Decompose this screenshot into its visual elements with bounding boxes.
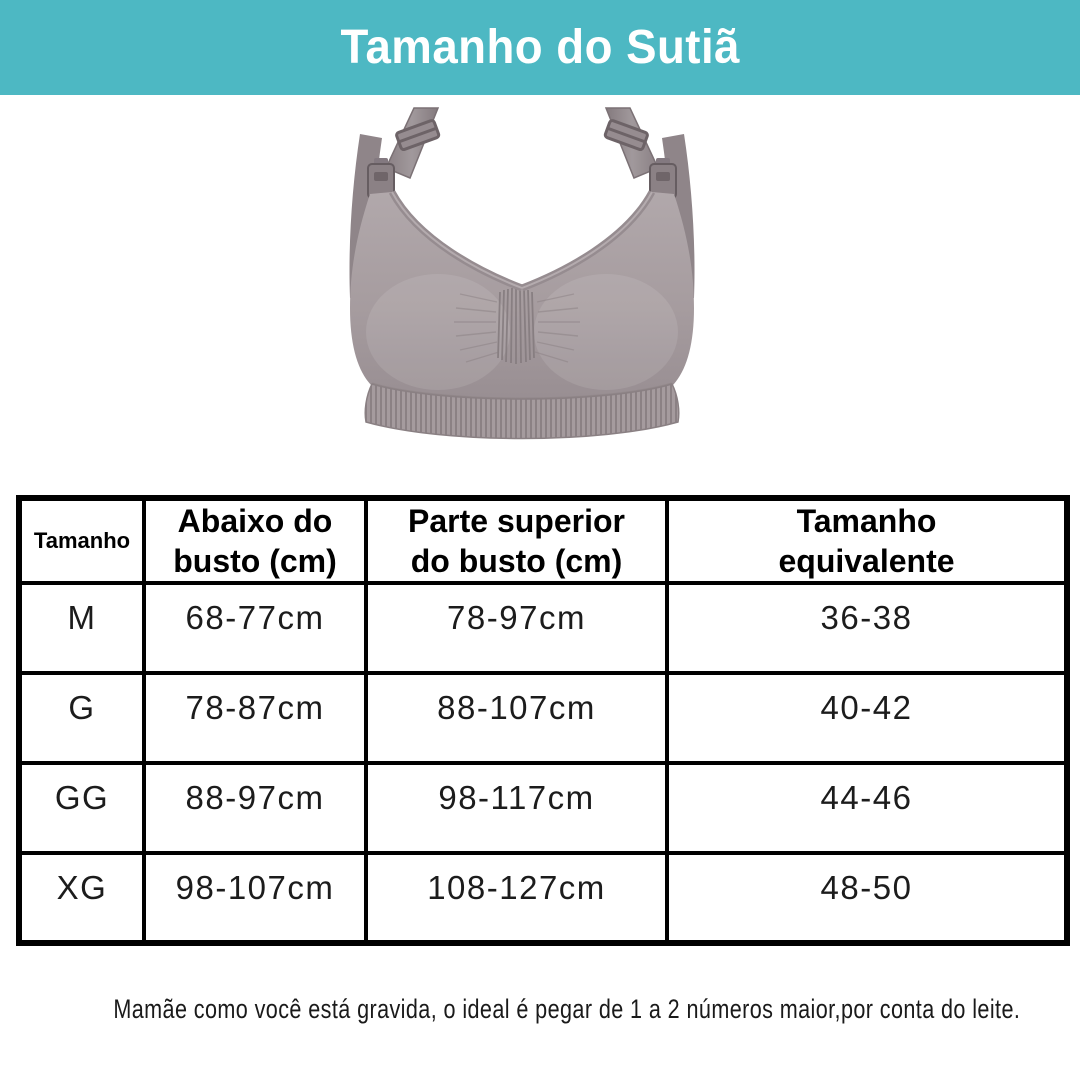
column-header-tamanho-equivalente: Tamanho equivalente [665, 496, 1069, 585]
cell-upper-bust: 98-117cm [364, 761, 669, 855]
table-row: G 78-87cm 88-107cm 40-42 [17, 671, 1069, 765]
nursing-bra-illustration [349, 106, 697, 440]
cell-below-bust: 98-107cm [142, 851, 368, 945]
table-header-row: Tamanho Abaixo do busto (cm) Parte super… [17, 496, 1069, 585]
footer-note-text: Mamãe como você está gravida, o ideal é … [113, 994, 1021, 1024]
cup-highlight-right [534, 274, 678, 390]
cell-size: GG [17, 761, 146, 855]
cell-below-bust: 88-97cm [142, 761, 368, 855]
gather-creases [454, 293, 580, 363]
cup-highlight-left [366, 274, 510, 390]
cell-size: XG [17, 851, 146, 945]
cell-below-bust: 68-77cm [142, 581, 368, 675]
cell-equivalent: 36-38 [665, 581, 1069, 675]
cell-equivalent: 44-46 [665, 761, 1069, 855]
cell-equivalent: 48-50 [665, 851, 1069, 945]
table-row: M 68-77cm 78-97cm 36-38 [17, 581, 1069, 675]
column-header-abaixo-do-busto: Abaixo do busto (cm) [142, 496, 368, 585]
column-header-tamanho: Tamanho [17, 496, 146, 585]
column-header-parte-superior: Parte superior do busto (cm) [364, 496, 669, 585]
center-ruching [497, 287, 535, 364]
cell-upper-bust: 108-127cm [364, 851, 669, 945]
cell-equivalent: 40-42 [665, 671, 1069, 765]
neckline-binding [388, 190, 656, 292]
bra-band [364, 383, 680, 440]
strap-adjuster [395, 119, 441, 152]
cell-upper-bust: 88-107cm [364, 671, 669, 765]
cell-upper-bust: 78-97cm [364, 581, 669, 675]
footer-note: Mamãe como você está gravida, o ideal é … [0, 994, 1080, 1025]
size-table: Tamanho Abaixo do busto (cm) Parte super… [16, 495, 1070, 946]
table-row: XG 98-107cm 108-127cm 48-50 [17, 851, 1069, 945]
cell-size: G [17, 671, 146, 765]
table-row: GG 88-97cm 98-117cm 44-46 [17, 761, 1069, 855]
header-banner: Tamanho do Sutiã [0, 0, 1080, 95]
cell-below-bust: 78-87cm [142, 671, 368, 765]
page-title: Tamanho do Sutiã [340, 21, 740, 74]
cell-size: M [17, 581, 146, 675]
product-image [330, 106, 714, 442]
